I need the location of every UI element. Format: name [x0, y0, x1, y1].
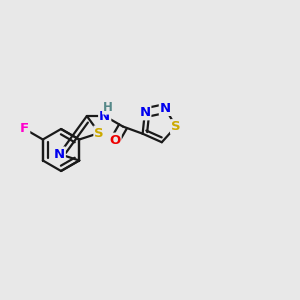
- Text: H: H: [103, 100, 113, 114]
- Text: S: S: [94, 127, 104, 140]
- Text: N: N: [54, 148, 65, 160]
- Text: N: N: [99, 110, 110, 122]
- Text: O: O: [110, 134, 121, 147]
- Text: F: F: [20, 122, 29, 136]
- Text: N: N: [160, 102, 171, 115]
- Text: N: N: [139, 106, 150, 119]
- Text: S: S: [171, 120, 181, 133]
